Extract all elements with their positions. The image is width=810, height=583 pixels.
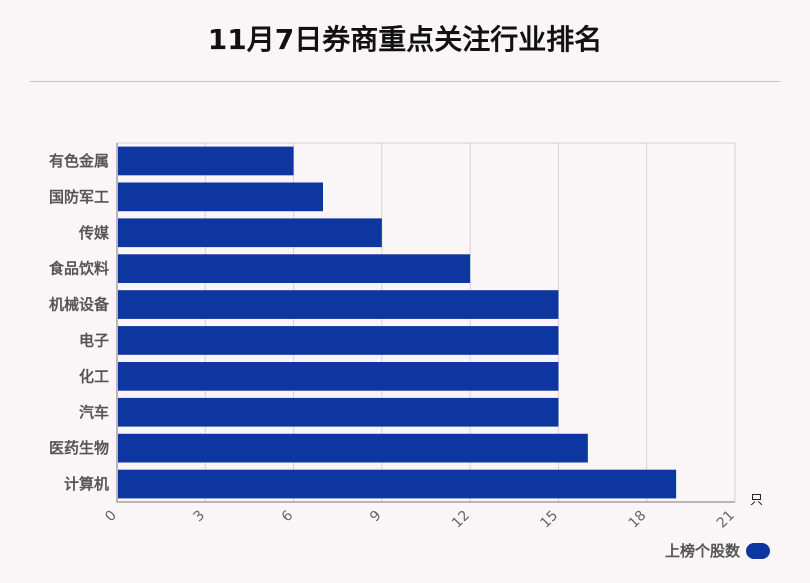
bar-6[interactable] — [118, 361, 559, 391]
category-label-9: 计算机 — [64, 475, 109, 493]
title-divider — [30, 81, 780, 82]
bar-8[interactable] — [118, 433, 588, 463]
x-tick-label-4: 12 — [449, 508, 473, 532]
category-label-8: 医药生物 — [49, 439, 109, 457]
x-unit-label: 只 — [750, 493, 763, 508]
bar-4[interactable] — [118, 290, 559, 319]
bar-1[interactable] — [118, 182, 323, 212]
category-label-6: 化工 — [79, 367, 109, 385]
bar-0[interactable] — [118, 146, 294, 176]
bar-2[interactable] — [118, 218, 382, 248]
category-label-4: 机械设备 — [49, 296, 110, 314]
bar-7[interactable] — [118, 397, 559, 427]
legend[interactable]: 上榜个股数 — [665, 540, 770, 561]
x-tick-label-6: 18 — [626, 508, 650, 532]
x-tick-label-2: 6 — [279, 507, 297, 525]
x-tick-label-0: 0 — [102, 508, 120, 526]
x-tick-label-7: 21 — [714, 508, 738, 532]
category-label-2: 传媒 — [78, 224, 110, 242]
legend-swatch — [746, 542, 770, 559]
category-label-7: 汽车 — [79, 403, 109, 421]
x-tick-label-3: 9 — [367, 508, 385, 526]
category-label-1: 国防军工 — [49, 188, 109, 206]
bars — [118, 146, 677, 499]
bar-9[interactable] — [118, 469, 677, 499]
x-tick-label-1: 3 — [190, 508, 208, 526]
category-label-0: 有色金属 — [49, 152, 109, 170]
legend-label: 上榜个股数 — [664, 542, 740, 560]
bar-5[interactable] — [118, 326, 559, 355]
bar-3[interactable] — [118, 254, 471, 284]
tick-labels: 0 3 6 9 12 15 18 21 — [102, 507, 738, 531]
category-label-5: 电子 — [79, 331, 109, 349]
category-label-3: 食品饮料 — [49, 260, 109, 278]
chart-title: 11月7日券商重点关注行业排名 — [207, 23, 603, 56]
x-tick-label-5: 15 — [537, 508, 561, 532]
